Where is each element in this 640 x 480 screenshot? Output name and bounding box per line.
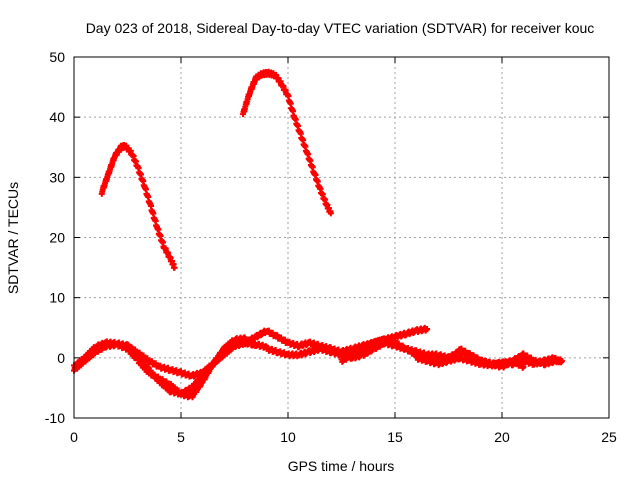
data-point <box>327 210 334 217</box>
x-tick-label: 5 <box>177 429 185 445</box>
series-arc-10 <box>413 353 559 370</box>
y-tick-label: -10 <box>45 410 65 426</box>
data-point <box>171 264 178 271</box>
axis-ticks: 0 5 10 15 20 25 -10 0 10 20 30 40 50 <box>45 49 617 445</box>
data-point <box>558 357 565 364</box>
y-tick-label: 0 <box>57 350 65 366</box>
x-tick-label: 10 <box>280 429 296 445</box>
series-arc-5 <box>124 336 259 398</box>
series-arc-2 <box>240 68 334 217</box>
data-points <box>71 68 565 401</box>
x-tick-label: 20 <box>494 429 510 445</box>
series-arc-1 <box>98 141 178 271</box>
x-tick-label: 0 <box>70 429 78 445</box>
data-point <box>252 342 259 349</box>
data-point <box>552 354 559 361</box>
x-axis-label: GPS time / hours <box>288 458 395 474</box>
x-tick-label: 15 <box>387 429 403 445</box>
y-tick-label: 50 <box>49 49 65 65</box>
data-point <box>424 325 431 332</box>
y-tick-label: 40 <box>49 109 65 125</box>
data-point <box>520 363 527 370</box>
y-tick-label: 20 <box>49 230 65 246</box>
y-tick-label: 30 <box>49 169 65 185</box>
x-tick-label: 25 <box>601 429 617 445</box>
y-axis-label: SDTVAR / TECUs <box>5 182 21 294</box>
y-tick-label: 10 <box>49 290 65 306</box>
chart-title: Day 023 of 2018, Sidereal Day-to-day VTE… <box>86 20 595 36</box>
